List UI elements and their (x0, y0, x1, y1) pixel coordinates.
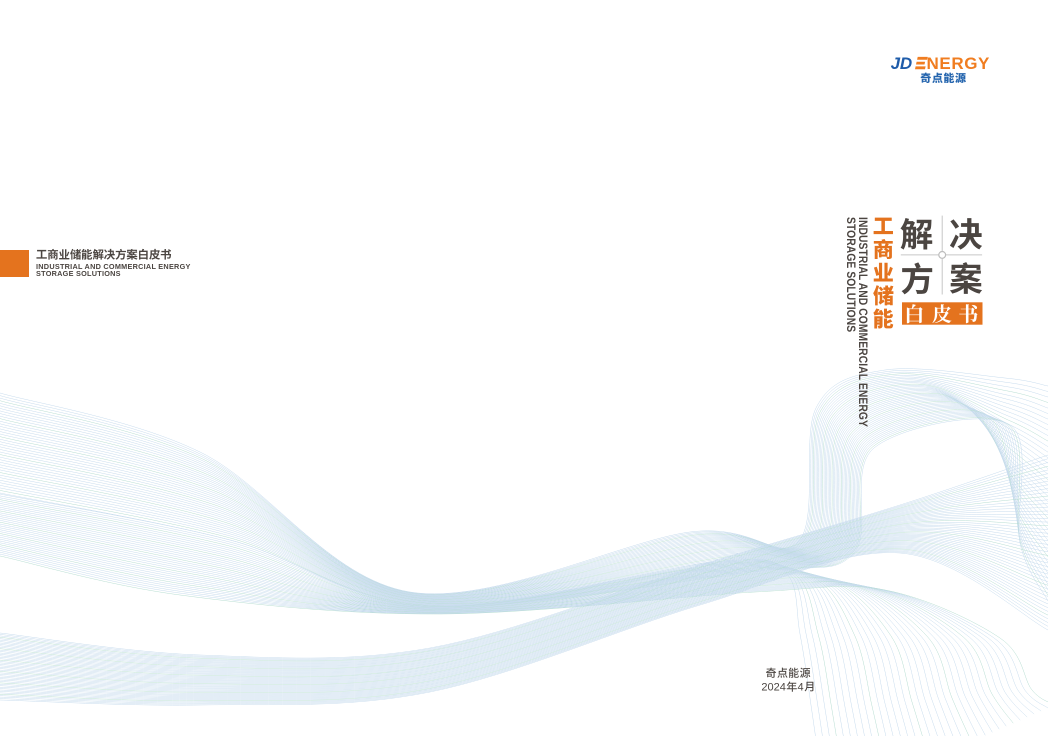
svg-text:NERGY: NERGY (927, 54, 991, 73)
svg-text:2024: 2024 (761, 681, 785, 693)
svg-text:JD: JD (891, 54, 912, 73)
svg-text:4: 4 (798, 681, 804, 693)
